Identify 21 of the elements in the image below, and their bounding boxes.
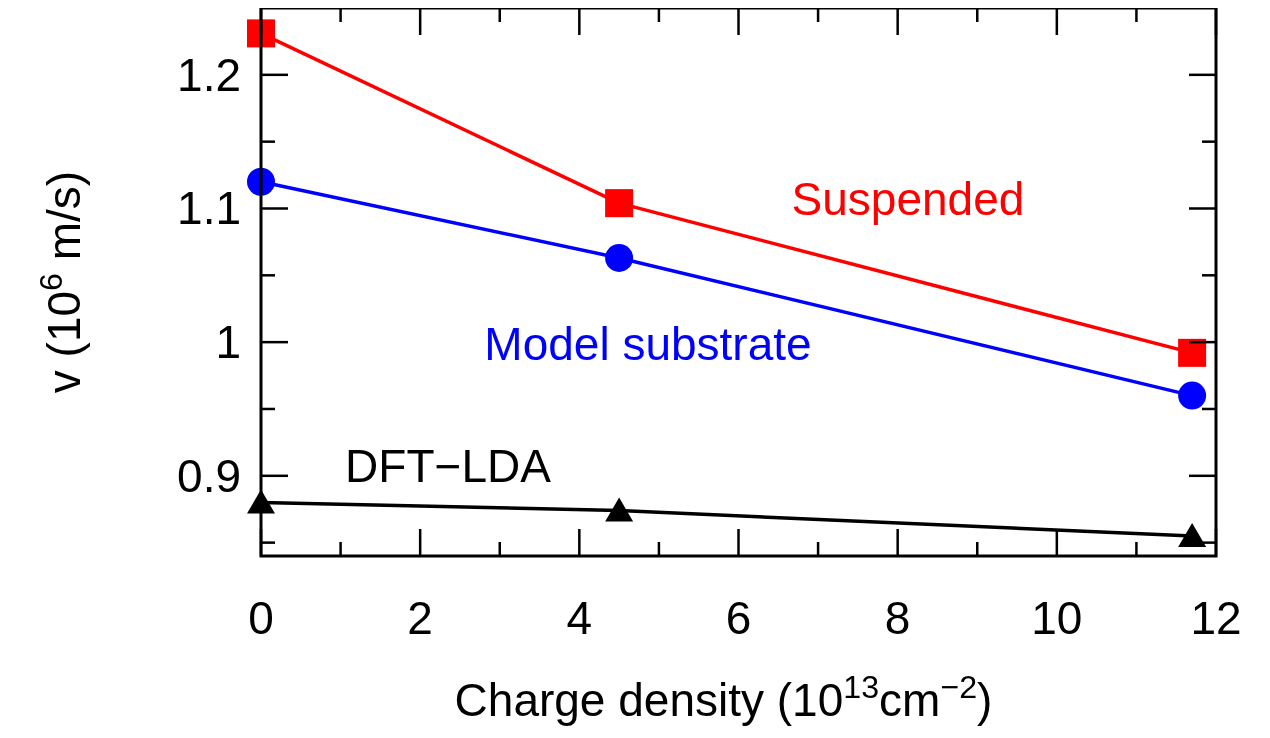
point bbox=[1178, 381, 1207, 410]
x-tick-label: 10 bbox=[1031, 592, 1083, 644]
x-tick-label: 12 bbox=[1190, 592, 1242, 644]
x-tick-label: 8 bbox=[884, 592, 911, 644]
series-label: Model substrate bbox=[484, 318, 812, 371]
point bbox=[1178, 522, 1207, 547]
y-tick-label: 1.1 bbox=[177, 182, 241, 235]
series-label: Suspended bbox=[791, 173, 1025, 226]
point bbox=[605, 243, 634, 272]
x-tick-label: 6 bbox=[725, 592, 752, 644]
legend-label: DFT−LDA bbox=[345, 440, 552, 493]
point bbox=[605, 189, 634, 218]
point bbox=[605, 497, 634, 522]
y-tick-label: 1.2 bbox=[177, 48, 241, 101]
y-tick-label: 0.9 bbox=[177, 449, 241, 502]
point bbox=[1178, 338, 1207, 367]
x-axis-title: Charge density (10$^{13}$cm$^{−2}$) bbox=[454, 669, 993, 726]
x-tick-label: 2 bbox=[407, 592, 433, 644]
y-tick-label: 1 bbox=[215, 316, 241, 369]
x-tick-label: 0 bbox=[248, 592, 274, 644]
x-tick-label: 4 bbox=[566, 592, 593, 644]
